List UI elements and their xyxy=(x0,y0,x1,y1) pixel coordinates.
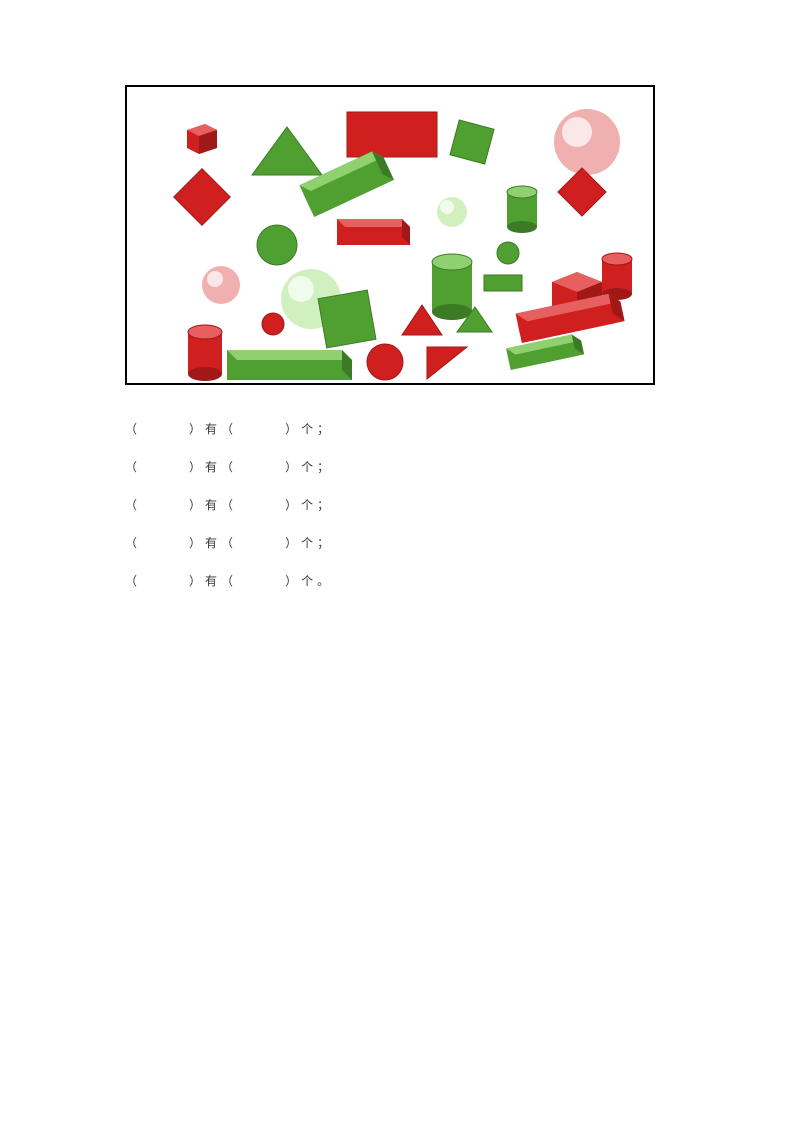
line-5: （ ）有（ ）个。 xyxy=(125,572,333,589)
shapes-svg xyxy=(127,87,657,387)
line-1-suffix: ）个； xyxy=(285,422,333,436)
line-3-suffix: ）个； xyxy=(285,498,333,512)
line-3-prefix: （ xyxy=(125,498,141,512)
line-4-blank2 xyxy=(237,536,285,550)
line-5-suffix: ）个。 xyxy=(285,574,333,588)
line-3-blank2 xyxy=(237,498,285,512)
line-4: （ ）有（ ）个； xyxy=(125,534,333,551)
line-5-blank2 xyxy=(237,574,285,588)
fill-in-lines: （ ）有（ ）个； （ ）有（ ）个； （ ）有（ ）个； （ ）有（ ）个； … xyxy=(125,420,333,610)
line-3-blank1 xyxy=(141,498,189,512)
line-5-mid: ）有（ xyxy=(189,574,237,588)
line-4-suffix: ）个； xyxy=(285,536,333,550)
line-2-blank1 xyxy=(141,460,189,474)
line-3-mid: ）有（ xyxy=(189,498,237,512)
line-3: （ ）有（ ）个； xyxy=(125,496,333,513)
line-2-suffix: ）个； xyxy=(285,460,333,474)
line-2: （ ）有（ ）个； xyxy=(125,458,333,475)
line-5-blank1 xyxy=(141,574,189,588)
line-5-prefix: （ xyxy=(125,574,141,588)
line-1-prefix: （ xyxy=(125,422,141,436)
line-2-blank2 xyxy=(237,460,285,474)
line-2-mid: ）有（ xyxy=(189,460,237,474)
line-1-blank2 xyxy=(237,422,285,436)
line-1: （ ）有（ ）个； xyxy=(125,420,333,437)
line-1-blank1 xyxy=(141,422,189,436)
line-4-mid: ）有（ xyxy=(189,536,237,550)
line-1-mid: ）有（ xyxy=(189,422,237,436)
line-2-prefix: （ xyxy=(125,460,141,474)
shapes-image-frame xyxy=(125,85,655,385)
line-4-prefix: （ xyxy=(125,536,141,550)
line-4-blank1 xyxy=(141,536,189,550)
